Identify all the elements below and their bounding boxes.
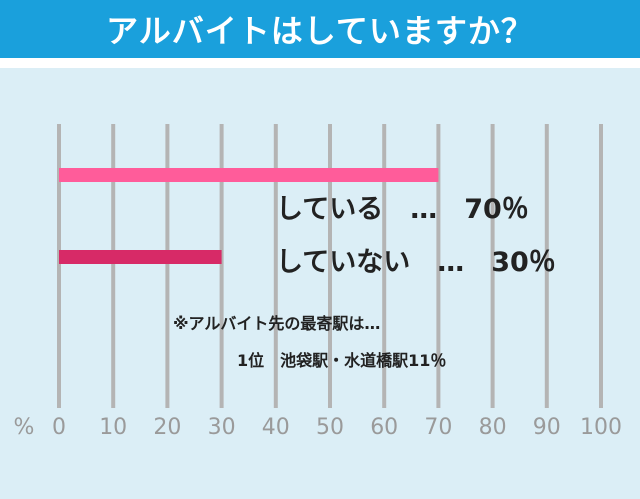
x-tick-label: 70 [424,415,452,440]
x-tick-label: 10 [99,415,127,440]
x-tick-label: 30 [208,415,236,440]
x-tick-label: 60 [370,415,398,440]
chart-title: アルバイトはしていますか？ [0,0,640,58]
bar-chart: している … 70％ していない … 30％ ※アルバイト先の最寄駅は… 1位 池袋駅… [14,124,622,440]
x-tick-label: 20 [153,415,181,440]
bar-1 [59,168,439,182]
x-tick-label: 50 [316,415,344,440]
x-tick-label: 0 [52,415,66,440]
data-label: していない … 30％ [276,247,556,278]
x-tick-label: 100 [580,415,622,440]
x-tick-label: 40 [262,415,290,440]
bar-2 [59,250,222,264]
x-tick-label: 90 [533,415,561,440]
axis-unit-label: % [14,415,35,440]
annotation: ※アルバイト先の最寄駅は… [173,314,380,333]
data-label: している … 70％ [276,194,529,225]
title-divider [0,58,640,68]
annotation: 1位 池袋駅・水道橋駅11％ [237,351,446,370]
x-tick-label: 80 [479,415,507,440]
